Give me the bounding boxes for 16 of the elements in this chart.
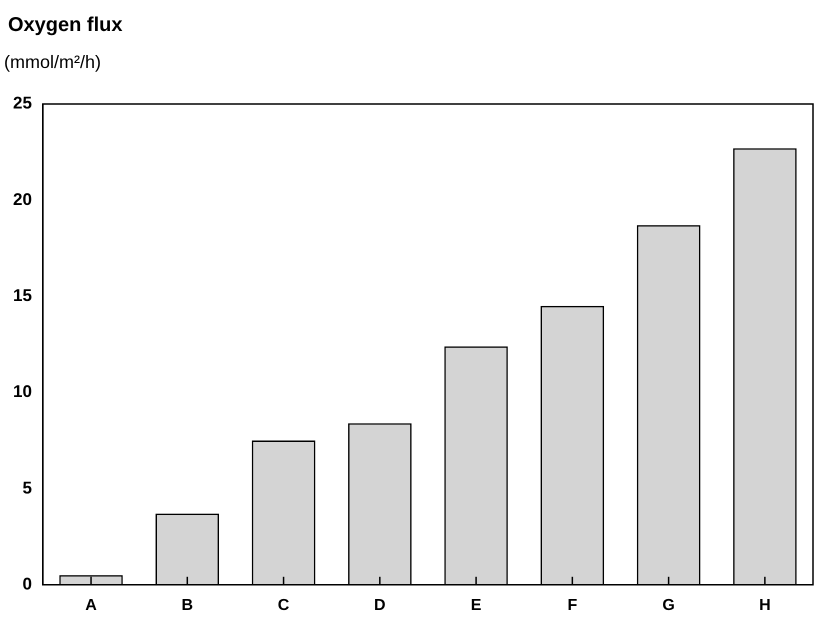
y-tick-label: 10 xyxy=(12,382,32,402)
y-tick-label: 25 xyxy=(12,94,32,113)
x-tick-label: B xyxy=(182,596,194,614)
y-tick-label: 0 xyxy=(22,574,32,594)
y-tick-label: 20 xyxy=(12,190,32,209)
x-tick-label: A xyxy=(85,596,98,614)
x-tick-label: E xyxy=(470,596,482,614)
y-tick-label: 5 xyxy=(22,478,32,498)
y-axis-title: (mmol/m²/h) xyxy=(4,52,101,73)
x-tick-label: F xyxy=(567,596,578,614)
x-tick-label: G xyxy=(662,596,675,614)
y-tick-label: 15 xyxy=(12,286,32,306)
x-tick-label: H xyxy=(759,596,771,614)
x-tick-label: C xyxy=(278,596,290,614)
chart-title: Oxygen flux xyxy=(8,14,122,37)
x-tick-label: D xyxy=(374,596,386,614)
